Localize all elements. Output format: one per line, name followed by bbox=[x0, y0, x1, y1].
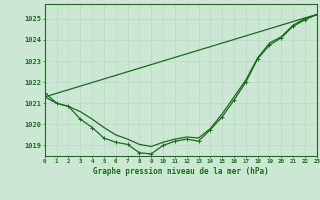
X-axis label: Graphe pression niveau de la mer (hPa): Graphe pression niveau de la mer (hPa) bbox=[93, 167, 269, 176]
